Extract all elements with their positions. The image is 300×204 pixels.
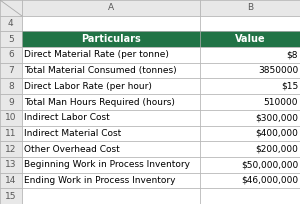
Text: Total Man Hours Required (hours): Total Man Hours Required (hours): [24, 98, 175, 106]
Text: 15: 15: [5, 192, 16, 201]
Bar: [22, 125, 200, 141]
Text: 6: 6: [8, 50, 14, 59]
Text: Indirect Material Cost: Indirect Material Cost: [24, 129, 121, 138]
Bar: [0, 31, 22, 47]
Text: $8: $8: [287, 50, 298, 59]
Text: $300,000: $300,000: [255, 113, 298, 122]
Text: 11: 11: [5, 129, 16, 138]
Bar: [0, 125, 22, 141]
Bar: [200, 0, 300, 16]
Bar: [22, 47, 200, 63]
Text: Other Overhead Cost: Other Overhead Cost: [24, 145, 120, 154]
Text: A: A: [108, 3, 114, 12]
Text: Value: Value: [235, 34, 266, 44]
Text: B: B: [247, 3, 253, 12]
Text: $15: $15: [281, 82, 298, 91]
Text: 12: 12: [5, 145, 16, 154]
Bar: [22, 63, 200, 79]
Bar: [22, 141, 200, 157]
Bar: [22, 157, 200, 173]
Bar: [0, 141, 22, 157]
Bar: [22, 31, 200, 47]
Bar: [200, 141, 300, 157]
Bar: [0, 47, 22, 63]
Text: $46,000,000: $46,000,000: [241, 176, 298, 185]
Bar: [22, 79, 200, 94]
Bar: [0, 94, 22, 110]
Bar: [0, 0, 22, 16]
Bar: [200, 173, 300, 188]
Bar: [0, 79, 22, 94]
Bar: [22, 173, 200, 188]
Text: Direct Material Rate (per tonne): Direct Material Rate (per tonne): [24, 50, 169, 59]
Bar: [200, 110, 300, 125]
Text: 4: 4: [8, 19, 14, 28]
Bar: [22, 0, 200, 16]
Text: 7: 7: [8, 66, 14, 75]
Bar: [200, 188, 300, 204]
Text: $50,000,000: $50,000,000: [241, 160, 298, 169]
Text: Ending Work in Process Inventory: Ending Work in Process Inventory: [24, 176, 176, 185]
Text: 10: 10: [5, 113, 16, 122]
Bar: [0, 63, 22, 79]
Bar: [22, 110, 200, 125]
Bar: [200, 16, 300, 31]
Bar: [200, 47, 300, 63]
Bar: [200, 79, 300, 94]
Bar: [200, 125, 300, 141]
Bar: [200, 63, 300, 79]
Text: Indirect Labor Cost: Indirect Labor Cost: [24, 113, 110, 122]
Text: 14: 14: [5, 176, 16, 185]
Text: 3850000: 3850000: [258, 66, 298, 75]
Text: 8: 8: [8, 82, 14, 91]
Bar: [22, 16, 200, 31]
Bar: [200, 157, 300, 173]
Bar: [0, 188, 22, 204]
Text: $200,000: $200,000: [255, 145, 298, 154]
Bar: [200, 31, 300, 47]
Bar: [0, 110, 22, 125]
Text: $400,000: $400,000: [255, 129, 298, 138]
Bar: [0, 157, 22, 173]
Text: 510000: 510000: [264, 98, 298, 106]
Bar: [0, 173, 22, 188]
Text: 5: 5: [8, 35, 14, 44]
Text: Direct Labor Rate (per hour): Direct Labor Rate (per hour): [24, 82, 152, 91]
Bar: [22, 188, 200, 204]
Bar: [22, 94, 200, 110]
Bar: [200, 94, 300, 110]
Text: 13: 13: [5, 160, 16, 169]
Text: 9: 9: [8, 98, 14, 106]
Text: Particulars: Particulars: [81, 34, 141, 44]
Text: Total Material Consumed (tonnes): Total Material Consumed (tonnes): [24, 66, 177, 75]
Text: Beginning Work in Process Inventory: Beginning Work in Process Inventory: [24, 160, 190, 169]
Bar: [0, 16, 22, 31]
